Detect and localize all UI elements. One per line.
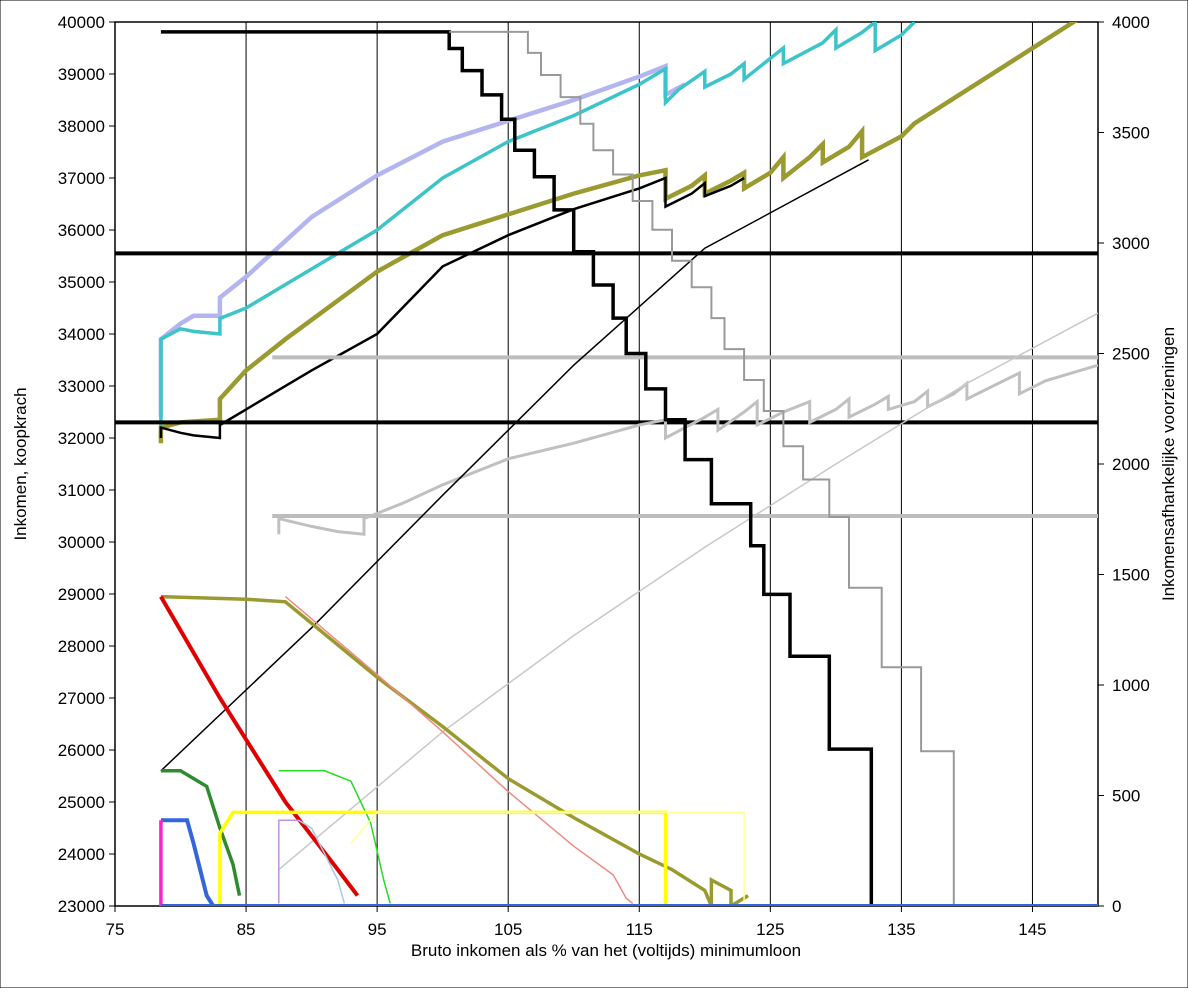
y-left-tick-label-2: 25000 — [58, 793, 105, 812]
y-left-tick-label-13: 36000 — [58, 221, 105, 240]
y-left-tick-label-11: 34000 — [58, 325, 105, 344]
y-axis-right-title: Inkomensafhankelijke voorzieningen — [1159, 327, 1178, 601]
x-tick-label-3: 105 — [494, 920, 522, 939]
y-left-tick-label-5: 28000 — [58, 637, 105, 656]
series-line-14 — [160, 769, 242, 896]
y-right-tick-label-4: 2000 — [1112, 455, 1150, 474]
series-line-0 — [158, 62, 687, 418]
series-line-20 — [298, 819, 346, 904]
y-right-tick-label-0: 0 — [1112, 897, 1121, 916]
y-right-tick-label-2: 1000 — [1112, 676, 1150, 695]
series-line-23 — [449, 30, 955, 906]
series-line-9 — [160, 159, 869, 772]
y-left-tick-label-6: 29000 — [58, 585, 105, 604]
y-left-tick-label-17: 40000 — [58, 13, 105, 32]
grid-lines — [245, 22, 1033, 906]
y-left-tick-label-12: 35000 — [58, 273, 105, 292]
y-left-tick-label-1: 24000 — [58, 845, 105, 864]
series-line-21 — [278, 819, 299, 904]
y-right-tick-label-5: 2500 — [1112, 345, 1150, 364]
series-line-11 — [160, 594, 750, 906]
y-right-tick-label-7: 3500 — [1112, 124, 1150, 143]
x-tick-label-1: 85 — [237, 920, 256, 939]
y-left-tick-label-16: 39000 — [58, 65, 105, 84]
series-line-15 — [278, 770, 391, 904]
series-line-16 — [160, 818, 215, 906]
series-line-1 — [159, 22, 916, 428]
y-left-tick-label-8: 31000 — [58, 481, 105, 500]
y-right-tick-label-1: 500 — [1112, 787, 1140, 806]
y-left-tick-label-4: 27000 — [58, 689, 105, 708]
x-tick-label-5: 125 — [756, 920, 784, 939]
y-left-tick-label-10: 33000 — [58, 377, 105, 396]
series-line-19 — [350, 811, 745, 904]
y-right-tick-label-8: 4000 — [1112, 13, 1150, 32]
axes-group: 75 85 95 105 115 125 135 1452300024000250002600… — [58, 13, 1150, 939]
y-left-tick-label-0: 23000 — [58, 897, 105, 916]
x-tick-label-0: 75 — [106, 920, 125, 939]
y-left-tick-label-9: 32000 — [58, 429, 105, 448]
series-line-3 — [159, 176, 745, 440]
series-line-22 — [160, 30, 874, 906]
y-left-tick-label-3: 26000 — [58, 741, 105, 760]
y-left-tick-label-14: 37000 — [58, 169, 105, 188]
y-right-tick-label-6: 3000 — [1112, 234, 1150, 253]
x-tick-label-4: 115 — [626, 920, 653, 939]
y-left-tick-label-7: 30000 — [58, 533, 105, 552]
series-line-13 — [159, 595, 360, 897]
y-axis-left-title: Inkomen, koopkrach — [11, 387, 30, 540]
series-line-12 — [284, 596, 634, 904]
y-right-tick-label-3: 1500 — [1112, 566, 1150, 585]
y-left-tick-label-15: 38000 — [58, 117, 105, 136]
x-tick-label-7: 145 — [1018, 920, 1046, 939]
x-axis-title: Bruto inkomen als % van het (voltijds) m… — [411, 941, 801, 960]
x-tick-label-2: 95 — [368, 920, 387, 939]
x-tick-label-6: 135 — [887, 920, 915, 939]
series-group — [115, 22, 1098, 906]
